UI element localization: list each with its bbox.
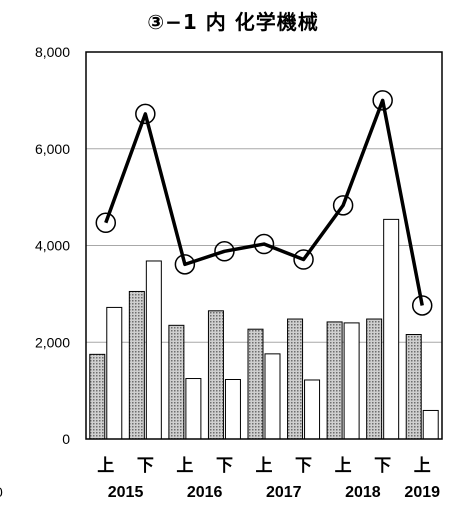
line-marker: [174, 254, 196, 275]
x-category-label: 上: [176, 456, 193, 476]
bar-dotted: [287, 318, 304, 440]
line-marker: [95, 212, 117, 234]
x-year-label: 2016: [187, 484, 223, 501]
line-marker: [411, 295, 433, 316]
bar-white: [106, 306, 123, 440]
line-marker: [372, 90, 393, 111]
x-category-label: 下: [216, 456, 233, 476]
bar-dotted: [405, 334, 422, 440]
bar-white: [224, 378, 241, 440]
line-marker: [214, 241, 235, 262]
line-marker: [293, 249, 314, 270]
y-tick-label: 2,000: [35, 334, 70, 350]
y-tick-label: 4,000: [35, 238, 70, 254]
bar-white: [422, 409, 439, 440]
bar-white: [185, 378, 202, 440]
y-tick-label: 6,000: [35, 141, 70, 157]
bar-white: [264, 353, 281, 440]
bar-white: [343, 322, 360, 440]
line-marker: [253, 233, 275, 255]
x-category-label: 下: [295, 456, 312, 476]
x-year-label: 2019: [404, 484, 440, 501]
line-marker: [332, 195, 354, 216]
bar-dotted: [168, 324, 185, 440]
x-category-label: 下: [137, 456, 154, 476]
bar-white: [383, 218, 400, 440]
edge-label: 0: [0, 484, 3, 500]
plot-frame: [85, 51, 443, 440]
x-category-label: 下: [374, 456, 391, 476]
x-year-label: 2017: [266, 484, 302, 501]
bar-dotted: [89, 353, 106, 440]
y-tick-label: 0: [62, 431, 70, 447]
y-tick-label: 8,000: [35, 44, 70, 60]
bar-dotted: [326, 321, 343, 440]
bar-white: [145, 260, 162, 440]
bar-white: [304, 379, 321, 440]
bar-dotted: [247, 328, 264, 440]
bar-dotted: [128, 290, 145, 440]
x-year-label: 2015: [108, 484, 144, 501]
x-category-label: 上: [256, 456, 273, 476]
x-year-label: 2018: [345, 484, 381, 501]
bar-dotted: [207, 310, 224, 440]
chart-title: ③−1 内 化学機械: [147, 10, 319, 34]
x-category-label: 上: [335, 456, 352, 476]
line-series: [104, 98, 424, 306]
x-category-label: 上: [97, 456, 114, 476]
line-marker: [135, 103, 156, 125]
bar-dotted: [366, 318, 383, 440]
x-category-label: 上: [414, 456, 431, 476]
